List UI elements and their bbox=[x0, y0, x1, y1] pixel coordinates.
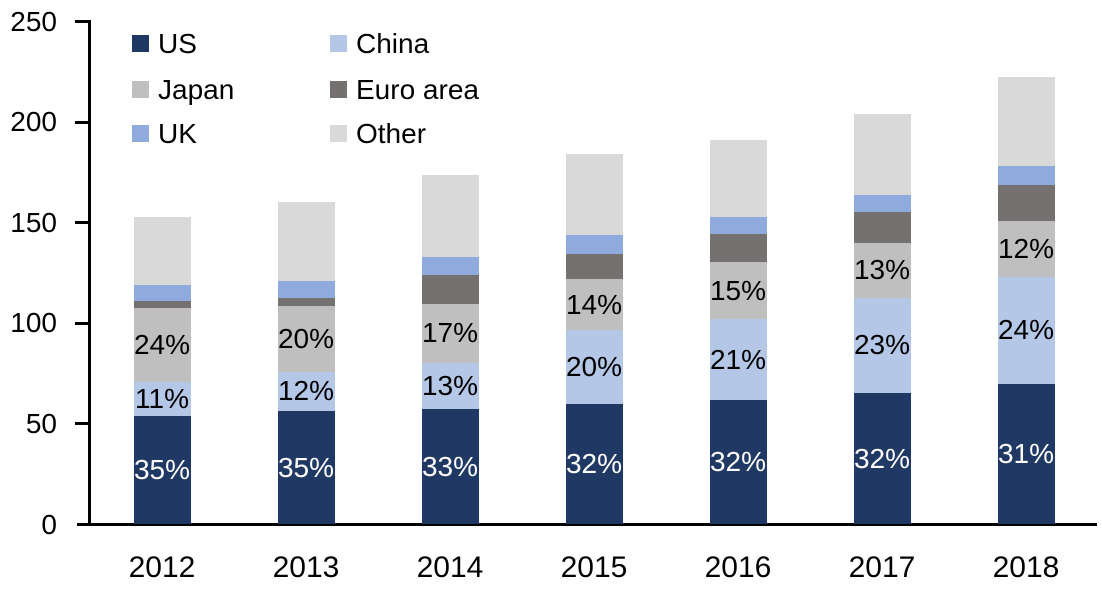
bar-segment-us bbox=[709, 399, 767, 525]
bar-segment-euro-area bbox=[277, 298, 335, 307]
legend-swatch-uk bbox=[132, 124, 149, 142]
bar-data-label-us: 32% bbox=[565, 448, 623, 480]
bar-segment-euro-area bbox=[421, 275, 479, 305]
y-axis-line bbox=[88, 20, 91, 526]
bar-data-label-japan: 17% bbox=[421, 317, 479, 349]
y-axis-tick-label: 150 bbox=[10, 206, 57, 238]
bar-segment-uk bbox=[997, 166, 1055, 186]
bar-segment-china bbox=[709, 319, 767, 400]
bar-data-label-china: 11% bbox=[135, 382, 189, 414]
legend-swatch-other bbox=[330, 124, 347, 142]
bar-segment-us bbox=[277, 410, 335, 525]
bar-segment-china bbox=[565, 330, 623, 404]
bar-segment-uk bbox=[421, 256, 479, 275]
bar-segment-other bbox=[997, 76, 1055, 167]
bar-segment-china bbox=[133, 381, 191, 416]
bar-segment-uk bbox=[853, 194, 911, 212]
y-axis-tick bbox=[75, 321, 88, 325]
bar-segment-uk bbox=[565, 234, 623, 254]
x-axis-category-label: 2015 bbox=[560, 551, 628, 584]
bar-segment-us bbox=[565, 403, 623, 525]
legend-swatch-euro-area bbox=[330, 81, 347, 98]
bar-segment-euro-area bbox=[709, 233, 767, 262]
bar-segment-uk bbox=[133, 285, 191, 302]
bar-data-label-us: 32% bbox=[853, 442, 911, 474]
y-axis-tick-label: 100 bbox=[10, 307, 57, 339]
bar-segment-china bbox=[277, 371, 335, 411]
x-axis-category-label: 2017 bbox=[848, 551, 916, 584]
bar-data-label-japan: 20% bbox=[277, 322, 335, 354]
legend-label-japan: Japan bbox=[158, 74, 235, 105]
x-axis-category-label: 2012 bbox=[128, 551, 196, 584]
legend-label-other: Other bbox=[356, 117, 427, 149]
bar-segment-euro-area bbox=[853, 211, 911, 243]
legend-swatch-china bbox=[330, 35, 347, 52]
bar-data-label-china: 20% bbox=[565, 351, 623, 383]
bar-segment-us bbox=[853, 392, 911, 525]
legend-label-us: US bbox=[158, 28, 197, 59]
y-axis-tick-label: 0 bbox=[41, 508, 57, 540]
bar-segment-other bbox=[133, 216, 191, 286]
bar-data-label-japan: 15% bbox=[709, 274, 767, 306]
bar-segment-uk bbox=[277, 281, 335, 299]
bar-segment-other bbox=[277, 201, 335, 282]
bar-data-label-china: 21% bbox=[709, 343, 767, 375]
bar-segment-japan bbox=[565, 279, 623, 331]
bar-data-label-us: 35% bbox=[277, 451, 335, 483]
x-axis-category-label: 2014 bbox=[416, 551, 484, 584]
x-axis-category-label: 2013 bbox=[272, 551, 340, 584]
bar-data-label-japan: 12% bbox=[997, 232, 1055, 264]
bar-segment-japan bbox=[997, 220, 1055, 278]
bar-segment-euro-area bbox=[565, 253, 623, 280]
bar-data-label-japan: 24% bbox=[133, 328, 191, 360]
bar-segment-other bbox=[565, 154, 623, 235]
legend-label-uk: UK bbox=[158, 117, 197, 149]
bar-segment-other bbox=[421, 175, 479, 257]
bar-data-label-china: 13% bbox=[421, 369, 479, 401]
bar-data-label-us: 33% bbox=[421, 450, 479, 482]
y-axis-tick bbox=[75, 120, 88, 124]
bar-segment-china bbox=[421, 362, 479, 409]
bar-data-label-us: 31% bbox=[997, 438, 1055, 470]
bar-data-label-us: 32% bbox=[709, 446, 767, 478]
x-axis-category-label: 2018 bbox=[992, 551, 1060, 584]
y-axis-tick bbox=[75, 20, 88, 23]
legend-label-china: China bbox=[356, 28, 430, 59]
bar-segment-japan bbox=[853, 242, 911, 299]
x-axis-category-label: 2016 bbox=[704, 551, 772, 584]
bar-data-label-china: 24% bbox=[997, 314, 1055, 346]
bar-segment-japan bbox=[133, 308, 191, 382]
bar-segment-us bbox=[421, 408, 479, 525]
legend-swatch-us bbox=[132, 35, 149, 52]
bar-segment-other bbox=[853, 114, 911, 195]
bar-segment-japan bbox=[709, 261, 767, 320]
bar-segment-china bbox=[853, 298, 911, 393]
bar-data-label-china: 12% bbox=[277, 375, 335, 407]
y-axis-tick-label: 50 bbox=[25, 407, 57, 439]
bar-data-label-us: 35% bbox=[133, 454, 191, 486]
y-axis-tick-label: 250 bbox=[10, 5, 57, 37]
legend-swatch-japan bbox=[132, 81, 149, 98]
bar-segment-euro-area bbox=[997, 185, 1055, 221]
bar-segment-us bbox=[997, 383, 1055, 525]
bar-data-label-china: 23% bbox=[853, 329, 911, 361]
bar-segment-other bbox=[709, 140, 767, 217]
legend-label-euro-area: Euro area bbox=[356, 74, 479, 105]
bar-segment-japan bbox=[421, 304, 479, 363]
y-axis-tick bbox=[75, 221, 88, 225]
bar-segment-china bbox=[997, 277, 1055, 384]
bar-data-label-japan: 14% bbox=[565, 288, 623, 320]
x-axis-line bbox=[77, 523, 1097, 526]
bar-segment-us bbox=[133, 415, 191, 525]
bar-segment-euro-area bbox=[133, 301, 191, 309]
bar-segment-japan bbox=[277, 306, 335, 372]
bar-data-label-japan: 13% bbox=[853, 254, 911, 286]
y-axis-tick bbox=[75, 422, 88, 426]
y-axis-tick-label: 200 bbox=[10, 106, 57, 138]
bar-segment-uk bbox=[709, 216, 767, 234]
